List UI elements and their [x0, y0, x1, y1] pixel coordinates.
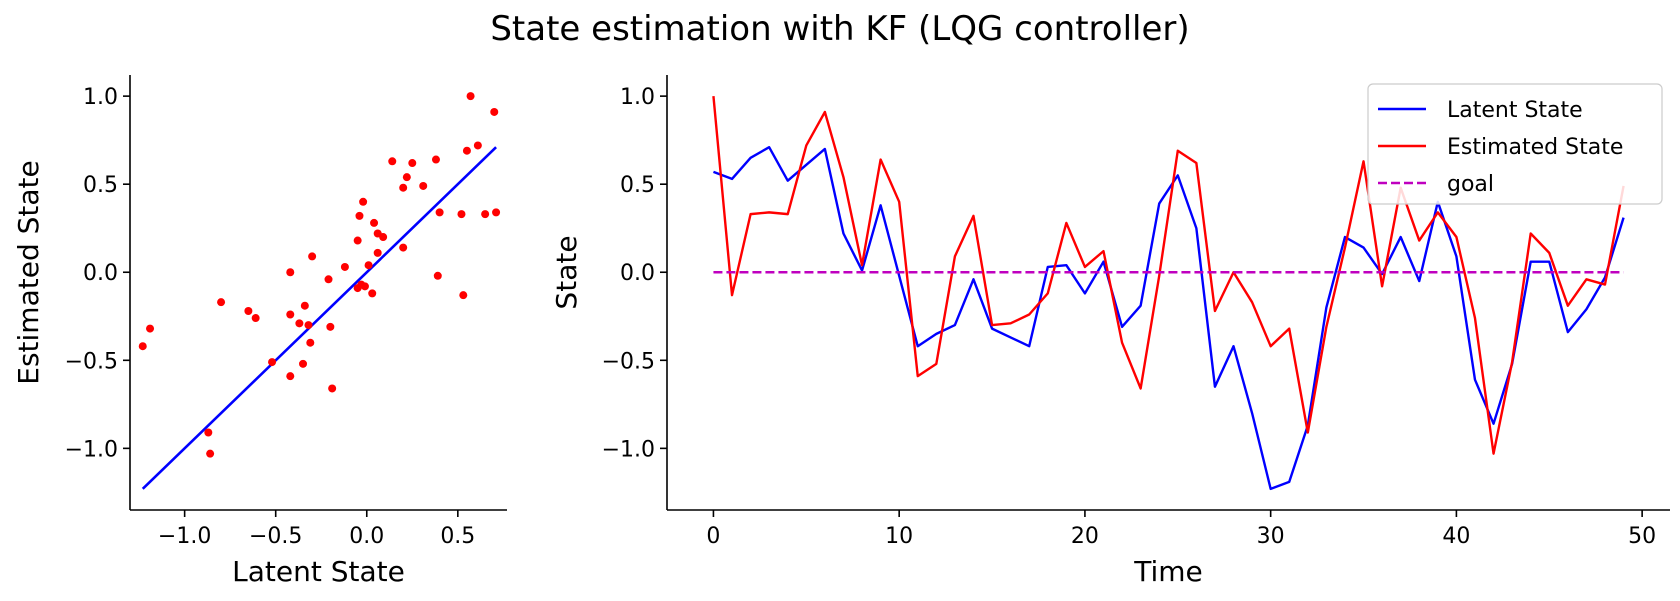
scatter-x-tick-label: 0.5: [440, 524, 475, 549]
timeseries-y-tick-label: 0.0: [620, 261, 655, 286]
scatter-point: [364, 261, 373, 270]
scatter-point: [459, 291, 468, 300]
timeseries-y-tick-label: 1.0: [620, 85, 655, 110]
timeseries-x-tick-label: 40: [1442, 524, 1470, 549]
scatter-point: [286, 268, 295, 277]
timeseries-x-tick-label: 30: [1257, 524, 1285, 549]
scatter-point: [286, 372, 295, 381]
scatter-point: [326, 322, 335, 331]
scatter-point: [373, 229, 382, 238]
legend-box: [1367, 83, 1663, 205]
scatter-point: [399, 183, 408, 192]
scatter-point: [306, 338, 315, 347]
scatter-point: [217, 298, 226, 307]
scatter-point: [462, 146, 471, 155]
timeseries-x-ticks: 0 10 20 30 40 50: [706, 510, 1656, 549]
scatter-y-tick-label: 0.0: [83, 261, 118, 286]
scatter-point: [308, 252, 317, 261]
scatter-point: [146, 324, 155, 333]
scatter-x-tick-label: −0.5: [249, 524, 302, 549]
timeseries-x-tick-label: 0: [706, 524, 720, 549]
scatter-point: [466, 92, 475, 101]
scatter-point: [268, 358, 277, 367]
latent-state-line: [713, 146, 1625, 491]
scatter-point: [359, 197, 368, 206]
scatter-point: [355, 211, 364, 220]
scatter-point: [492, 208, 501, 217]
scatter-point: [433, 271, 442, 280]
scatter-point: [373, 248, 382, 257]
scatter-y-tick-label: −1.0: [65, 437, 118, 462]
timeseries-x-axis-label: Time: [1133, 555, 1203, 588]
timeseries-y-ticks: −1.0 −0.5 0.0 0.5 1.0: [602, 85, 667, 462]
scatter-point: [481, 210, 490, 219]
timeseries-y-tick-label: −0.5: [602, 349, 655, 374]
scatter-point: [435, 208, 444, 217]
scatter-point: [357, 280, 366, 289]
scatter-x-tick-label: 0.0: [349, 524, 384, 549]
scatter-x-axis-label: Latent State: [232, 555, 405, 588]
scatter-point: [457, 210, 466, 219]
legend-label: Latent State: [1447, 98, 1583, 123]
scatter-y-axis-label: Estimated State: [12, 160, 45, 384]
scatter-point: [368, 289, 377, 298]
scatter-point: [370, 218, 379, 227]
scatter-plot-area: [129, 75, 507, 511]
scatter-point: [353, 236, 362, 245]
scatter-point: [408, 159, 417, 168]
scatter-panel: −1.0 −0.5 0.0 0.5 −1.0 −0.5 0.0 0.5 1.0 Latent …: [12, 75, 507, 588]
scatter-y-ticks: −1.0 −0.5 0.0 0.5 1.0: [65, 85, 130, 462]
scatter-y-tick-label: 0.5: [83, 173, 118, 198]
timeseries-x-tick-label: 20: [1071, 524, 1099, 549]
timeseries-x-tick-label: 10: [885, 524, 913, 549]
timeseries-y-tick-label: 0.5: [620, 173, 655, 198]
scatter-point: [340, 262, 349, 271]
scatter-point: [473, 141, 482, 150]
scatter-point: [204, 428, 213, 437]
scatter-point: [299, 359, 308, 368]
scatter-y-tick-label: 1.0: [83, 85, 118, 110]
scatter-point: [251, 314, 260, 323]
legend-label: Estimated State: [1447, 135, 1623, 160]
scatter-point: [402, 173, 411, 182]
scatter-point: [328, 384, 337, 393]
scatter-point: [399, 243, 408, 252]
scatter-point: [244, 306, 253, 315]
legend: Latent State Estimated State goal: [1367, 83, 1663, 205]
scatter-x-ticks: −1.0 −0.5 0.0 0.5: [158, 510, 475, 549]
scatter-point: [324, 275, 333, 284]
scatter-point: [300, 301, 309, 310]
timeseries-y-tick-label: −1.0: [602, 437, 655, 462]
timeseries-panel: 0 10 20 30 40 50 −1.0 −0.5 0.0 0.5 1.0 Time State…: [550, 75, 1670, 588]
scatter-point: [490, 107, 499, 116]
timeseries-y-axis-label: State: [550, 235, 583, 309]
scatter-point: [295, 319, 304, 328]
scatter-x-tick-label: −1.0: [158, 524, 211, 549]
scatter-point: [304, 321, 313, 330]
legend-label: goal: [1447, 172, 1494, 197]
scatter-point: [388, 157, 397, 166]
scatter-y-tick-label: −0.5: [65, 349, 118, 374]
identity-line: [141, 146, 497, 490]
scatter-point: [286, 310, 295, 319]
scatter-point: [419, 181, 428, 190]
scatter-point: [431, 155, 440, 164]
scatter-point: [138, 342, 147, 351]
estimated-state-line: [712, 96, 1625, 455]
timeseries-x-tick-label: 50: [1628, 524, 1656, 549]
figure-title: State estimation with KF (LQG controller…: [490, 9, 1189, 49]
timeseries-plot-area: [666, 75, 1670, 511]
scatter-point: [206, 449, 215, 458]
